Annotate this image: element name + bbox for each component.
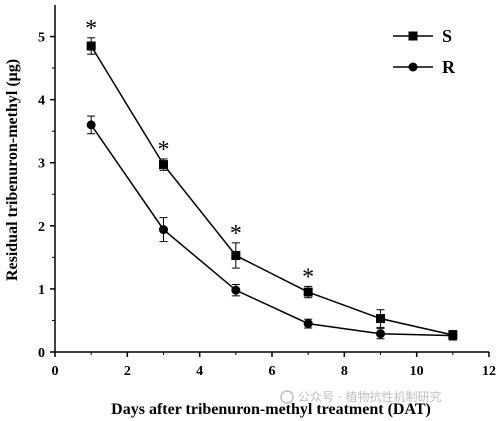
y-tick-label: 4 [38, 94, 45, 109]
series-line-s [90, 45, 453, 336]
x-tick-label: 12 [482, 364, 496, 379]
y-tick-label: 3 [38, 157, 45, 172]
data-point-r [376, 329, 385, 339]
watermark-logo-icon [280, 390, 294, 404]
series-r [86, 115, 458, 341]
series-line-r [90, 124, 453, 337]
significance-asterisk: * [158, 137, 170, 163]
data-point-r [159, 225, 168, 235]
x-tick-label: 2 [124, 364, 131, 379]
x-tick-label: 6 [269, 364, 276, 379]
legend-marker-r [408, 62, 418, 72]
x-tick-label: 0 [52, 364, 59, 379]
significance-markers: * * * * [85, 16, 314, 291]
data-point-r [86, 120, 96, 130]
data-point-r [303, 319, 313, 329]
legend-label-r: R [442, 57, 456, 77]
data-point-s [231, 250, 241, 260]
x-axis-ticks: 0 2 4 6 8 10 12 [52, 352, 496, 379]
y-tick-label: 1 [38, 283, 45, 298]
legend-marker-s [408, 31, 418, 41]
data-point-s [303, 287, 313, 297]
significance-asterisk: * [230, 221, 242, 247]
x-tick-label: 4 [196, 364, 203, 379]
y-tick-label: 2 [38, 220, 45, 235]
y-axis-ticks: 0 1 2 3 4 5 [38, 31, 55, 361]
data-point-r [448, 331, 458, 341]
x-axis-title: Days after tribenuron-methyl treatment (… [111, 401, 431, 418]
legend: S R [393, 26, 456, 77]
watermark: 公众号 · 植物抗性机制研究 [280, 389, 441, 404]
legend-label-s: S [442, 26, 452, 46]
chart-axes [54, 5, 489, 353]
y-tick-label: 0 [38, 346, 45, 361]
data-point-s [159, 160, 168, 170]
y-tick-label: 5 [38, 31, 45, 46]
series-layer [86, 37, 458, 341]
watermark-text: 公众号 · 植物抗性机制研究 [298, 389, 441, 404]
significance-asterisk: * [85, 16, 97, 42]
x-tick-label: 10 [410, 364, 424, 379]
data-point-s [376, 314, 385, 324]
x-tick-label: 8 [341, 364, 348, 379]
data-point-s [86, 41, 96, 51]
y-axis-title: Residual tribenuron-methyl (μg) [4, 59, 21, 281]
significance-asterisk: * [302, 264, 314, 290]
data-point-r [231, 285, 241, 295]
series-s [86, 37, 458, 340]
